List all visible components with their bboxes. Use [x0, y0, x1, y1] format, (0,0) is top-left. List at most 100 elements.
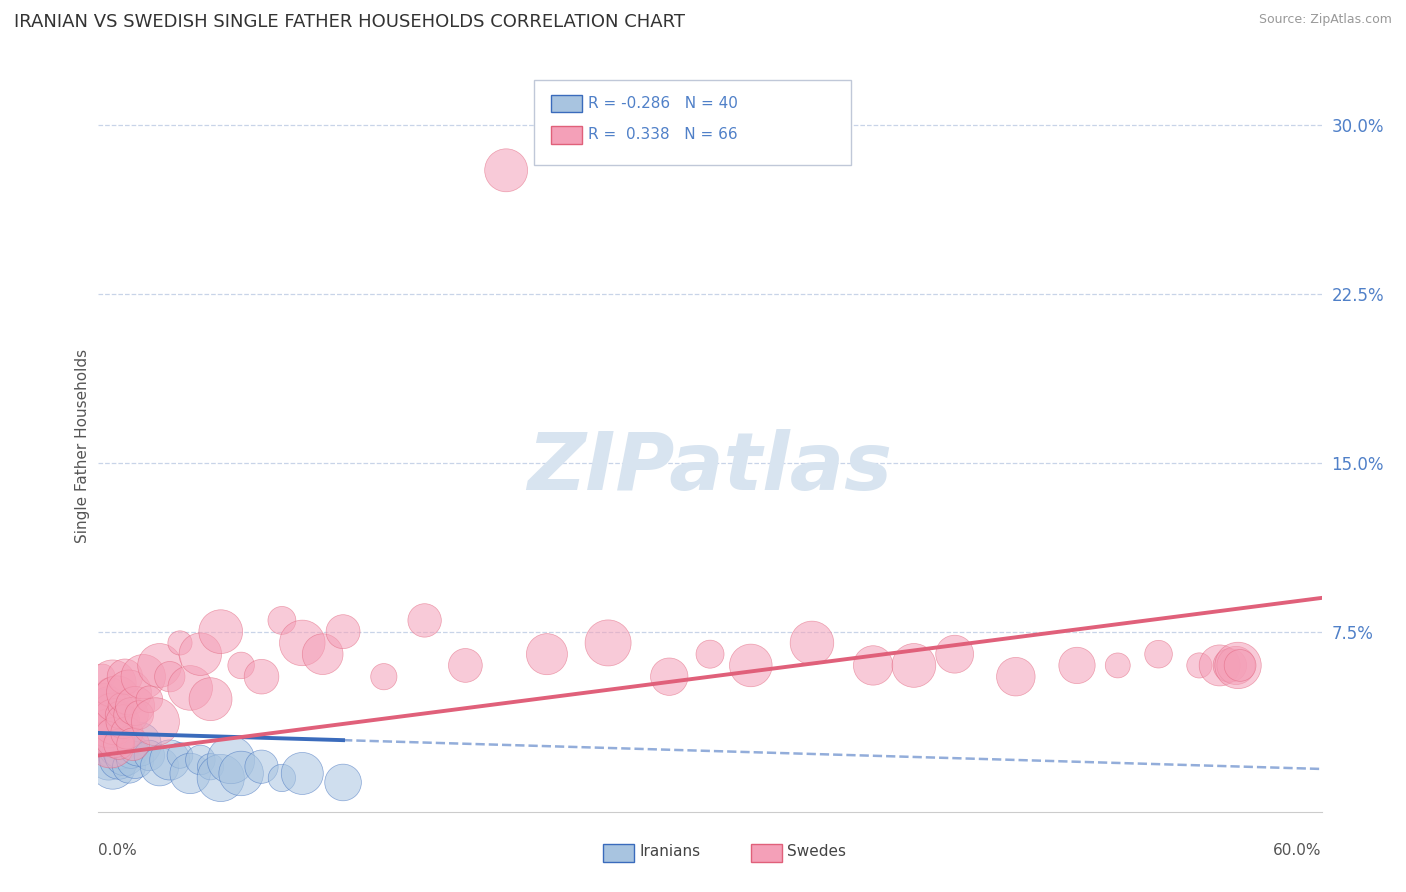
- Point: [209, 624, 232, 639]
- Point: [332, 775, 354, 789]
- Point: [149, 760, 172, 774]
- Point: [97, 726, 120, 740]
- Point: [100, 737, 122, 751]
- Point: [104, 714, 127, 729]
- Point: [699, 647, 721, 661]
- Point: [903, 658, 925, 673]
- Text: Swedes: Swedes: [787, 845, 846, 859]
- Point: [120, 744, 142, 758]
- Point: [454, 658, 477, 673]
- Text: 0.0%: 0.0%: [98, 843, 138, 858]
- Text: Iranians: Iranians: [640, 845, 700, 859]
- Point: [291, 766, 314, 780]
- Point: [138, 748, 160, 763]
- Point: [118, 760, 141, 774]
- Point: [801, 636, 824, 650]
- Point: [93, 722, 115, 736]
- Text: R =  0.338   N = 66: R = 0.338 N = 66: [588, 128, 737, 142]
- Point: [250, 670, 273, 684]
- Point: [373, 670, 395, 684]
- Point: [159, 753, 181, 767]
- Point: [91, 670, 114, 684]
- Point: [1107, 658, 1129, 673]
- Point: [91, 714, 114, 729]
- Text: 60.0%: 60.0%: [1274, 843, 1322, 858]
- Point: [101, 760, 124, 774]
- Point: [332, 624, 354, 639]
- Point: [1147, 647, 1170, 661]
- Point: [250, 760, 273, 774]
- Point: [169, 636, 191, 650]
- Point: [312, 647, 335, 661]
- Point: [200, 692, 222, 706]
- Point: [108, 753, 131, 767]
- Point: [89, 714, 111, 729]
- Point: [124, 753, 146, 767]
- Point: [111, 714, 134, 729]
- Point: [740, 658, 762, 673]
- Point: [862, 658, 884, 673]
- Point: [111, 731, 134, 745]
- Point: [179, 766, 201, 780]
- Point: [149, 658, 172, 673]
- Point: [110, 698, 132, 713]
- Point: [96, 731, 118, 745]
- Point: [115, 726, 138, 740]
- Point: [104, 744, 127, 758]
- Text: IRANIAN VS SWEDISH SINGLE FATHER HOUSEHOLDS CORRELATION CHART: IRANIAN VS SWEDISH SINGLE FATHER HOUSEHO…: [14, 13, 685, 31]
- Point: [1229, 658, 1251, 673]
- Point: [1066, 658, 1088, 673]
- Point: [97, 698, 120, 713]
- Point: [101, 708, 124, 723]
- Point: [1219, 658, 1241, 673]
- Text: ZIPatlas: ZIPatlas: [527, 429, 893, 507]
- Y-axis label: Single Father Households: Single Father Households: [75, 349, 90, 543]
- Point: [658, 670, 681, 684]
- Point: [96, 708, 118, 723]
- Point: [270, 771, 294, 785]
- Point: [93, 744, 115, 758]
- Point: [495, 163, 517, 178]
- Point: [104, 731, 127, 745]
- Point: [108, 737, 131, 751]
- Point: [128, 708, 150, 723]
- Point: [93, 692, 115, 706]
- Point: [291, 636, 314, 650]
- Text: Source: ZipAtlas.com: Source: ZipAtlas.com: [1258, 13, 1392, 27]
- Point: [96, 737, 118, 751]
- Point: [209, 771, 232, 785]
- Point: [124, 698, 146, 713]
- Point: [132, 670, 155, 684]
- Point: [145, 714, 167, 729]
- Point: [100, 748, 122, 763]
- Point: [105, 692, 128, 706]
- Point: [188, 647, 212, 661]
- Point: [91, 731, 114, 745]
- Point: [118, 685, 141, 699]
- Point: [219, 753, 242, 767]
- Point: [200, 760, 222, 774]
- Point: [97, 722, 120, 736]
- Point: [188, 753, 212, 767]
- Point: [159, 670, 181, 684]
- Point: [100, 714, 122, 729]
- Point: [114, 748, 136, 763]
- Point: [1225, 658, 1247, 673]
- Point: [1209, 658, 1232, 673]
- Point: [91, 703, 114, 717]
- Point: [536, 647, 558, 661]
- Point: [1188, 658, 1211, 673]
- Text: R = -0.286   N = 40: R = -0.286 N = 40: [588, 96, 738, 111]
- Point: [1227, 658, 1250, 673]
- Point: [114, 670, 136, 684]
- Point: [93, 726, 115, 740]
- Point: [108, 726, 131, 740]
- Point: [413, 614, 436, 628]
- Point: [138, 692, 160, 706]
- Point: [270, 614, 294, 628]
- Point: [122, 737, 145, 751]
- Point: [120, 708, 142, 723]
- Point: [128, 737, 150, 751]
- Point: [108, 708, 131, 723]
- Point: [101, 731, 124, 745]
